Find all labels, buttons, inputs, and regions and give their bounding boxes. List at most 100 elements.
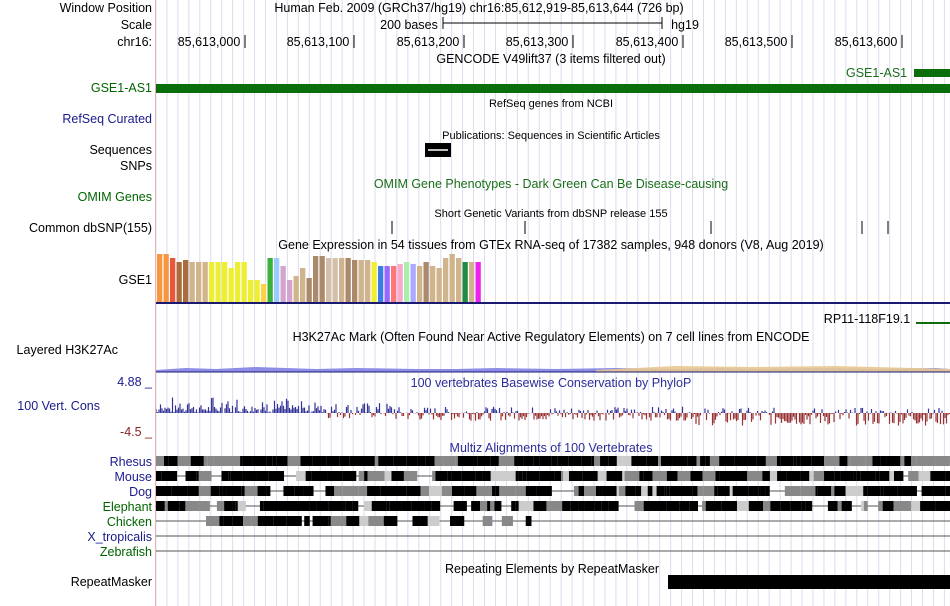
multiz-alignment-block: [242, 456, 253, 466]
gtex-tissue-bar: [183, 260, 189, 302]
multiz-alignment-block: [557, 456, 569, 466]
track-labels-panel: Window Position Scale chr16: GSE1-AS1 Re…: [0, 0, 155, 606]
multiz-alignment-block: [477, 456, 491, 466]
multiz-alignment-block: [856, 471, 861, 481]
multiz-alignment-block: [185, 471, 197, 481]
multiz-alignment-block: [447, 471, 452, 481]
track-label-common-dbsnp[interactable]: Common dbSNP(155): [29, 221, 152, 235]
rp11-item-label[interactable]: RP11-118F19.1: [823, 312, 911, 326]
gencode-gse1-as1-tail[interactable]: [914, 69, 950, 77]
gencode-gse1-as1-bar[interactable]: [156, 84, 950, 93]
track-graphics[interactable]: [156, 0, 950, 606]
species-label-x-tropicalis[interactable]: X_tropicalis: [87, 530, 152, 544]
multiz-alignment-block: [346, 516, 360, 526]
multiz-alignment-block: [697, 486, 704, 496]
multiz-alignment-block: [342, 501, 346, 511]
multiz-alignment-block: [522, 471, 527, 481]
track-label-repeatmasker[interactable]: RepeatMasker: [70, 575, 152, 589]
phylop-plot: [156, 397, 950, 426]
multiz-alignment-block: [622, 456, 632, 466]
scale-bar-label: 200 bases: [380, 18, 438, 32]
multiz-alignment-block: [911, 501, 921, 511]
multiz-alignment-block: [689, 501, 699, 511]
multiz-alignment-block: [918, 471, 931, 481]
track-image[interactable]: Human Feb. 2009 (GRCh37/hg19) chr16:85,6…: [156, 0, 950, 606]
multiz-alignment-block: [664, 486, 667, 496]
multiz-alignment-block: [595, 486, 600, 496]
species-label-mouse[interactable]: Mouse: [114, 470, 152, 484]
track-label-snps[interactable]: SNPs: [120, 159, 152, 173]
multiz-alignment-block: [167, 501, 180, 511]
multiz-alignment-block: [834, 471, 841, 481]
multiz-alignment-block: [464, 486, 477, 496]
track-label-gse1[interactable]: GSE1: [118, 273, 152, 287]
species-label-rhesus[interactable]: Rhesus: [109, 455, 152, 469]
track-label-refseq-curated[interactable]: RefSeq Curated: [62, 112, 152, 126]
multiz-alignment-block: [860, 471, 876, 481]
multiz-alignment-block: [156, 486, 172, 496]
multiz-alignment-block: [875, 471, 880, 481]
cons-max-value: 4.88 _: [117, 375, 152, 389]
multiz-alignment-block: [880, 486, 884, 496]
species-label-chicken[interactable]: Chicken: [106, 515, 152, 529]
scale-label: Scale: [120, 18, 152, 32]
multiz-alignment-block: [198, 471, 212, 481]
refseq-track-title: RefSeq genes from NCBI: [488, 98, 614, 110]
multiz-alignment-block: [487, 501, 491, 511]
multiz-alignment-block: [927, 501, 936, 511]
multiz-alignment-block: [631, 456, 647, 466]
multiz-alignment-block: [443, 456, 456, 466]
species-label-elephant[interactable]: Elephant: [102, 500, 152, 514]
track-label-vert-cons[interactable]: 100 Vert. Cons: [17, 399, 100, 413]
multiz-alignment-block: [677, 471, 691, 481]
multiz-alignment-block: [515, 486, 526, 496]
multiz-alignment-block: [262, 516, 274, 526]
multiz-alignment-block: [776, 456, 781, 466]
track-label-gse1-as1[interactable]: GSE1-AS1: [90, 81, 152, 95]
multiz-alignment-block: [490, 456, 499, 466]
multiz-alignment-block: [920, 501, 928, 511]
multiz-alignment-block: [471, 501, 481, 511]
multiz-alignment-block: [594, 501, 602, 511]
track-label-omim-genes[interactable]: OMIM Genes: [77, 190, 152, 204]
assembly-label: hg19: [671, 18, 699, 32]
multiz-alignment-block: [916, 456, 926, 466]
species-label-dog[interactable]: Dog: [129, 485, 152, 499]
multiz-alignment-block: [237, 501, 246, 511]
multiz-alignment-block: [921, 486, 934, 496]
multiz-alignment-block: [515, 501, 519, 511]
multiz-alignment-block: [226, 486, 242, 496]
gtex-tissue-bar: [417, 266, 423, 302]
multiz-alignment-block: [380, 486, 393, 496]
multiz-alignment-block: [817, 486, 832, 496]
multiz-alignment-block: [935, 501, 950, 511]
multiz-alignment-block: [499, 486, 516, 496]
multiz-alignment-block: [294, 486, 304, 496]
multiz-alignment-block: [811, 456, 825, 466]
multiz-alignment-block: [206, 516, 220, 526]
multiz-alignment-block: [831, 486, 835, 496]
gtex-tissue-bar: [410, 264, 416, 302]
track-label-sequences[interactable]: Sequences: [89, 143, 152, 157]
multiz-alignment-block: [342, 471, 357, 481]
multiz-alignment-block: [243, 516, 252, 526]
repeatmasker-element[interactable]: [668, 575, 950, 589]
gtex-tissue-bar: [274, 258, 280, 302]
multiz-alignment-block: [345, 501, 353, 511]
multiz-alignment-block: [703, 486, 715, 496]
multiz-alignment-block: [584, 486, 596, 496]
multiz-alignment-block: [518, 501, 534, 511]
multiz-alignment-block: [494, 501, 502, 511]
multiz-alignment-block: [705, 456, 710, 466]
multiz-alignment-block: [652, 471, 667, 481]
multiz-alignment-block: [643, 501, 657, 511]
multiz-alignment-block: [536, 486, 552, 496]
multiz-alignment-block: [533, 456, 540, 466]
track-label-layered-h3k27ac[interactable]: Layered H3K27Ac: [16, 343, 118, 357]
multiz-alignment-block: [945, 486, 950, 496]
multiz-alignment-block: [223, 516, 233, 526]
species-label-zebrafish[interactable]: Zebrafish: [99, 545, 152, 559]
gse1-as1-item-label[interactable]: GSE1-AS1: [846, 66, 908, 80]
multiz-alignment-block: [406, 456, 418, 466]
gtex-tissue-bar: [189, 262, 195, 302]
